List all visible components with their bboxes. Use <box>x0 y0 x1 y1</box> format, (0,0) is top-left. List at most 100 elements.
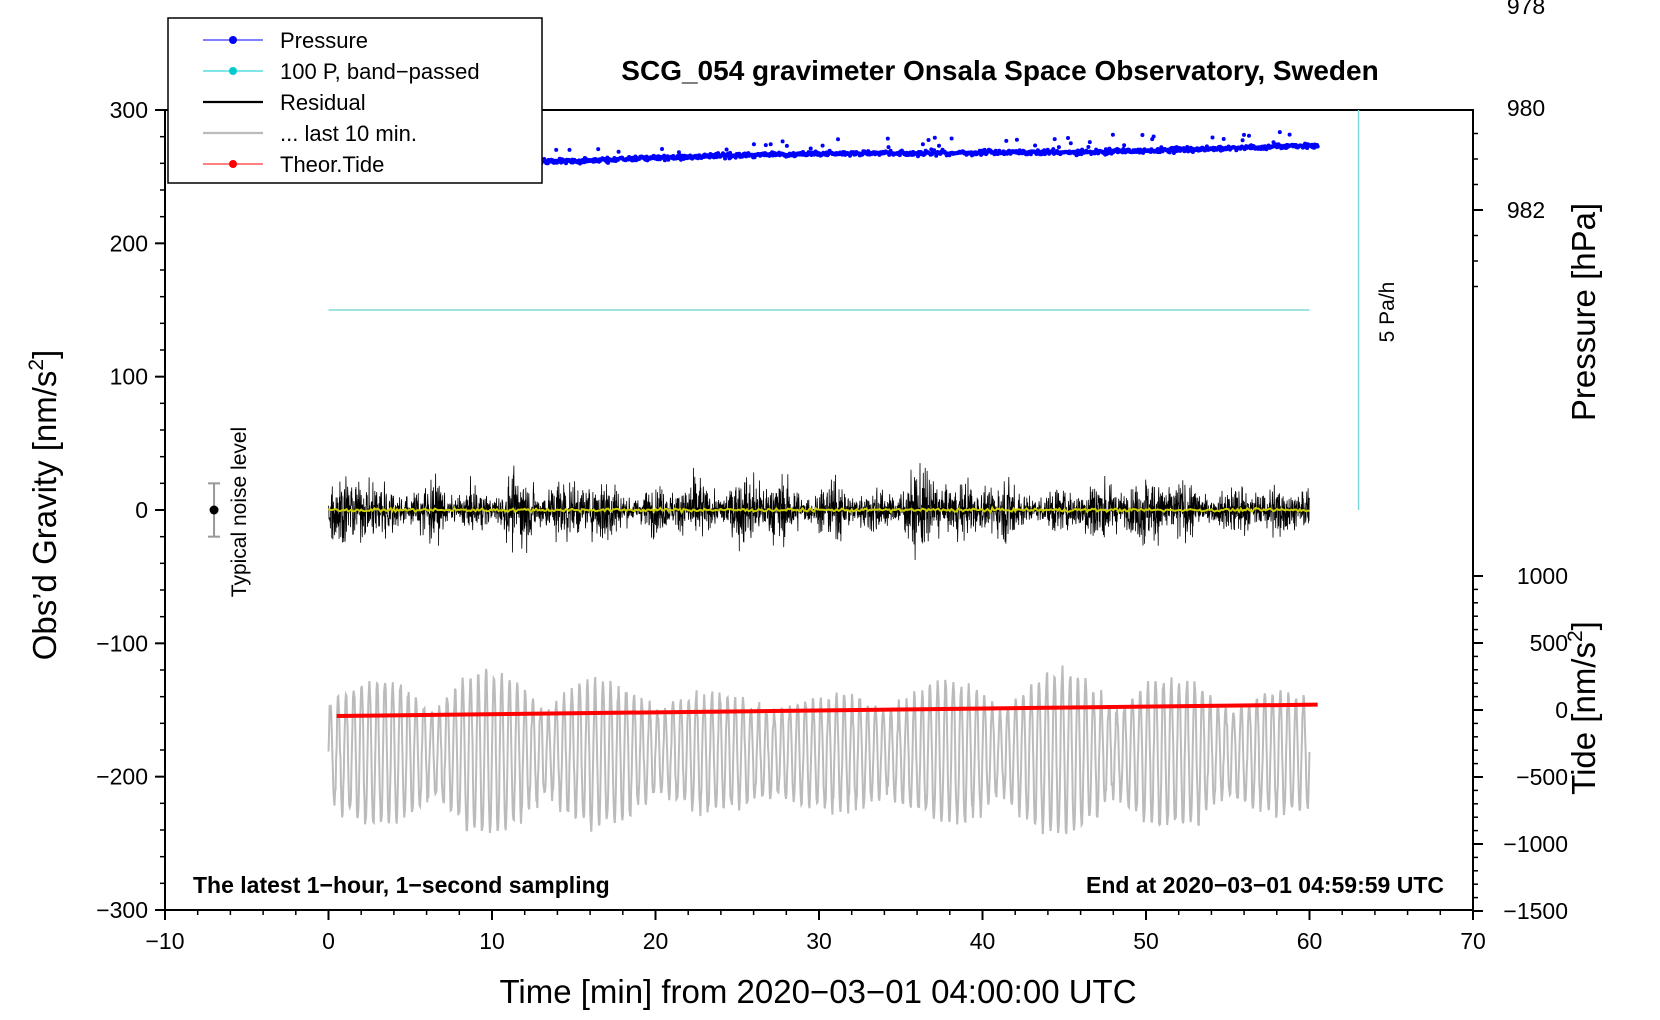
y-axis-title: Obs’d Gravity [nm/s2] <box>25 350 63 661</box>
y-tick-label: −200 <box>96 764 148 790</box>
legend-label: 100 P, band−passed <box>280 59 480 84</box>
pressure-point <box>886 145 891 150</box>
pressure-point <box>724 147 729 152</box>
end-time-note: End at 2020−03−01 04:59:59 UTC <box>1086 872 1444 898</box>
pressure-point <box>932 135 937 140</box>
tide-tick-label: 500 <box>1530 630 1568 656</box>
pressure-point <box>1014 137 1019 142</box>
pressure-point <box>554 147 559 152</box>
legend-box <box>167 17 543 184</box>
x-tick-label: 60 <box>1297 928 1323 954</box>
x-tick-label: 40 <box>970 928 996 954</box>
pressure-point <box>660 147 664 151</box>
y-tick-label: 0 <box>135 497 148 523</box>
pressure-point <box>1122 143 1127 148</box>
tide-tick-label: −500 <box>1516 764 1568 790</box>
x-tick-label: 10 <box>479 928 505 954</box>
y-tick-label: −100 <box>96 630 148 656</box>
tide-tick-label: −1000 <box>1503 831 1568 857</box>
pressure-point <box>836 137 840 142</box>
pressure-point <box>1066 136 1070 140</box>
pressure-point <box>780 139 785 144</box>
sampling-note: The latest 1−hour, 1−second sampling <box>193 872 610 898</box>
pressure-point <box>1221 137 1226 141</box>
pressure-point <box>1140 133 1145 137</box>
tide-series <box>336 702 1318 719</box>
pressure-point <box>1004 138 1009 143</box>
rate-label: 5 Pa/h <box>1376 282 1399 343</box>
pressure-point <box>949 136 954 141</box>
pressure-point <box>808 146 813 151</box>
tide-tick-label: 1000 <box>1517 563 1568 589</box>
tide-axis-title-sup: 2 <box>1564 630 1587 642</box>
x-tick-label: 20 <box>643 928 669 954</box>
legend-marker <box>229 36 237 44</box>
x-axis-title: Time [min] from 2020−03−01 04:00:00 UTC <box>499 973 1136 1010</box>
pressure-point <box>1087 140 1092 145</box>
x-tick-label: 0 <box>322 928 335 954</box>
pressure-point <box>820 143 825 148</box>
x-tick-label: 30 <box>806 928 832 954</box>
last-10-min-series <box>327 665 1311 835</box>
pressure-point <box>784 143 789 148</box>
y-axis-title-sup: 2 <box>25 359 48 371</box>
pressure-point <box>1052 137 1057 142</box>
tide-axis-title: Tide [nm/s2] <box>1564 621 1602 795</box>
pressure-point <box>1056 145 1061 150</box>
noise-level-label: Typical noise level <box>228 427 251 597</box>
tide-tick-label: −1500 <box>1503 898 1568 924</box>
y-tick-label: −300 <box>96 897 148 923</box>
pressure-point <box>937 143 941 148</box>
residual-series <box>328 463 1310 561</box>
y-axis-title-main: Obs’d Gravity [nm/s <box>26 371 63 661</box>
pressure-point <box>616 149 621 154</box>
axes-layer: −10 0 10 20 30 40 50 60 70−300−200−1000100200300… <box>96 0 1568 954</box>
x-tick-label: 70 <box>1460 928 1486 954</box>
legend-label: ... last 10 min. <box>280 121 417 146</box>
pressure-point <box>567 147 572 152</box>
pressure-point <box>1242 132 1246 137</box>
pressure-point <box>1068 141 1073 146</box>
y-tick-label: 300 <box>110 97 148 123</box>
legend: Pressure 100 P, band−passed Residual ... la… <box>167 17 543 184</box>
pressure-point <box>885 150 890 155</box>
pressure-point <box>1033 143 1038 148</box>
pressure-axis-title: Pressure [hPa] <box>1565 203 1602 421</box>
legend-marker <box>229 67 237 75</box>
pressure-point <box>1086 145 1091 149</box>
pressure-tick-label: 980 <box>1507 95 1545 121</box>
residual-smoothed-series <box>328 505 1310 515</box>
pressure-point <box>751 142 756 147</box>
pressure-tick-label: 978 <box>1507 0 1545 19</box>
legend-label: Pressure <box>280 28 368 53</box>
pressure-point <box>1315 144 1320 149</box>
x-tick-label: 50 <box>1133 928 1159 954</box>
tide-axis-title-close: ] <box>1565 621 1602 630</box>
pressure-point <box>1247 133 1251 138</box>
pressure-point <box>885 136 890 141</box>
legend-label: Residual <box>280 90 366 115</box>
tide-axis-title-main: Tide [nm/s <box>1565 642 1602 795</box>
y-tick-label: 200 <box>110 230 148 256</box>
pressure-point <box>1051 147 1056 152</box>
pressure-tick-label: 982 <box>1507 197 1545 223</box>
pressure-point <box>926 138 931 142</box>
pressure-point <box>763 143 768 148</box>
pressure-point <box>768 142 773 147</box>
y-axis-title-close: ] <box>26 350 63 359</box>
pressure-point <box>596 147 601 152</box>
legend-label: Theor.Tide <box>280 152 384 177</box>
legend-marker <box>229 160 237 168</box>
pressure-point <box>920 142 925 147</box>
chart-title: SCG_054 gravimeter Onsala Space Observat… <box>621 55 1378 86</box>
pressure-point <box>1240 138 1245 143</box>
plot-area <box>164 109 1474 911</box>
pressure-point <box>1151 134 1156 139</box>
noise-bar-center <box>209 505 219 515</box>
pressure-point <box>1210 135 1215 140</box>
pressure-point <box>1110 132 1115 137</box>
tide-tick-label: 0 <box>1555 697 1568 723</box>
x-tick-label: −10 <box>145 928 184 954</box>
y-tick-label: 100 <box>110 364 148 390</box>
